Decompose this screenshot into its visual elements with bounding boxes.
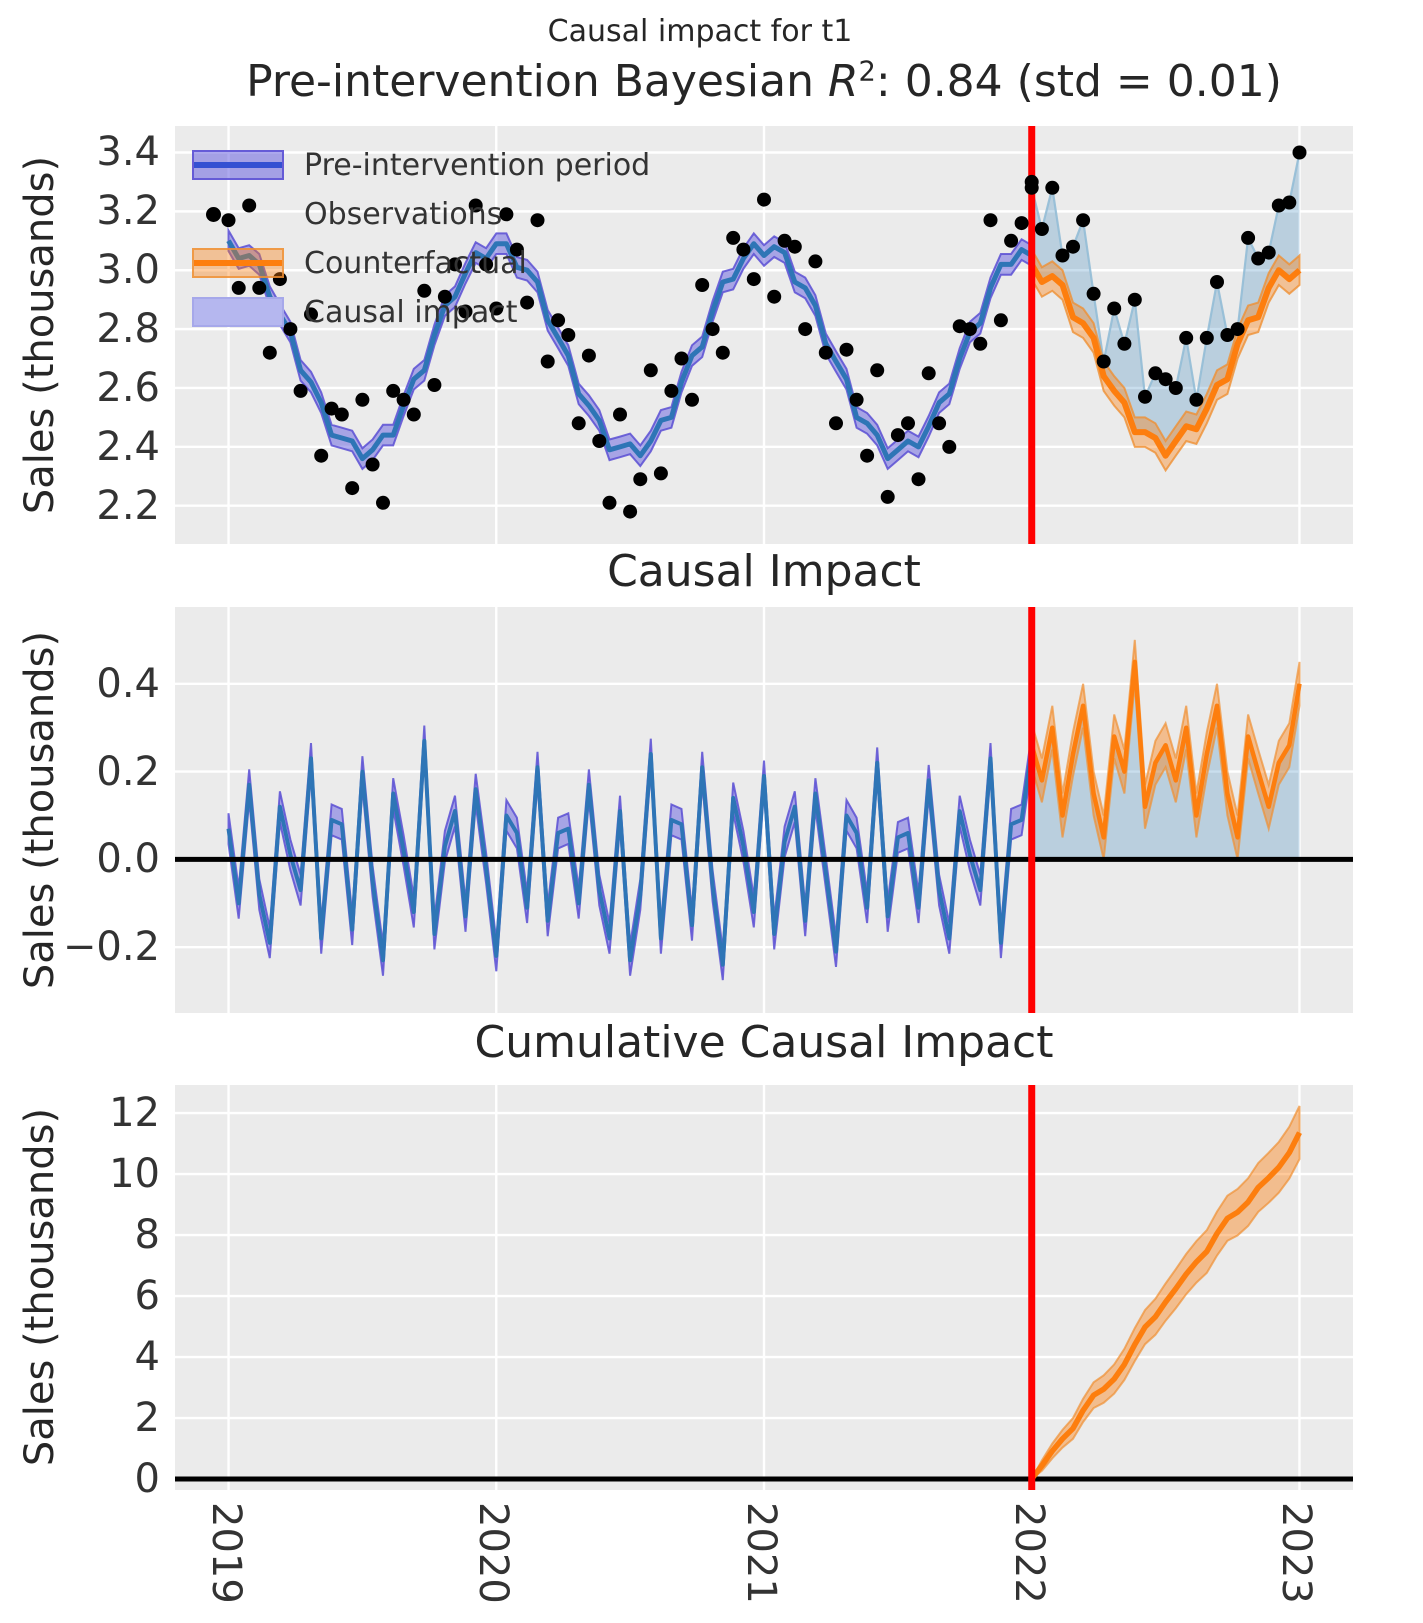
counterfactual-mean-line (1029, 262, 1302, 459)
y-tick-label: 0.2 (96, 748, 160, 795)
pre-intervention-mean-line (226, 239, 1033, 462)
post-impact-line (1029, 659, 1302, 840)
x-tick-label: 2019 (202, 1502, 249, 1604)
y-tick-label: 3.0 (96, 247, 160, 294)
x-tick-label: 2021 (738, 1502, 784, 1604)
y-tick-label: −0.2 (62, 924, 160, 971)
orange-band-swatch-icon (192, 248, 284, 278)
bottom-chart-title: Cumulative Causal Impact (474, 1017, 1054, 1068)
y-tick-label: 6 (134, 1273, 160, 1320)
orange-line-icon (194, 260, 282, 266)
y-tick-label: 10 (109, 1151, 160, 1198)
y-tick-label: 0 (134, 1456, 160, 1503)
light-blue-patch-icon (192, 297, 284, 327)
r-squared-symbol: R (827, 56, 859, 107)
y-tick-label: 12 (109, 1090, 160, 1137)
x-tick-label: 2022 (1005, 1502, 1052, 1604)
y-tick-label: 2.8 (96, 306, 160, 353)
cumulative-band (1030, 1105, 1301, 1480)
top-chart-title: Pre-intervention Bayesian R2: 0.84 (std … (246, 56, 1282, 107)
cumulative-impact-line (1029, 1131, 1302, 1481)
bottom-plot-area (175, 1085, 1353, 1490)
pre-impact-line (226, 738, 1034, 967)
post-impact-fill (1031, 661, 1300, 860)
causal-impact-fill (1031, 152, 1300, 456)
legend-item-counterfactual: Counterfactual (192, 245, 650, 281)
y-tick-label: 4 (134, 1334, 160, 1381)
top-plot-area (175, 126, 1353, 544)
legend-item-causal-impact: Causal impact (192, 294, 650, 330)
observation-dot-icon (192, 199, 284, 229)
legend-label: Causal impact (304, 294, 518, 330)
observation-dots (221, 145, 1307, 519)
legend-item-pre-intervention: Pre-intervention period (192, 147, 651, 183)
middle-chart-title: Causal Impact (607, 546, 921, 597)
x-tick-label: 2023 (1273, 1502, 1320, 1604)
legend-label: Observations (304, 196, 503, 232)
x-tick-label: 2020 (470, 1502, 517, 1604)
y-tick-label: 3.4 (96, 129, 160, 176)
blue-line-icon (194, 162, 282, 168)
y-tick-label: 2 (134, 1395, 160, 1442)
y-tick-label: 0.4 (96, 660, 160, 707)
y-tick-label: 2.6 (96, 364, 160, 411)
counterfactual-band (1030, 245, 1301, 473)
blue-band-swatch-icon (192, 150, 284, 180)
legend-item-observations: Observations (192, 196, 650, 232)
y-tick-label: 8 (134, 1212, 160, 1259)
y-tick-label: 0.0 (96, 836, 160, 883)
legend: Pre-intervention period Observations Cou… (192, 147, 651, 346)
figure-suptitle: Causal impact for t1 (547, 14, 853, 49)
middle-plot-area (175, 607, 1353, 1013)
y-tick-label: 2.4 (96, 423, 160, 470)
y-tick-label: 2.2 (96, 482, 160, 529)
y-tick-label: 3.2 (96, 188, 160, 235)
legend-label: Pre-intervention period (304, 147, 651, 183)
legend-label: Counterfactual (304, 245, 527, 281)
